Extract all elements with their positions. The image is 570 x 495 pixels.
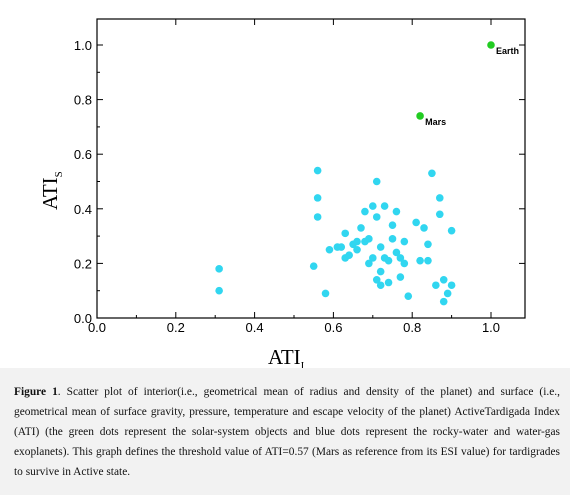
data-point xyxy=(365,235,373,243)
data-point xyxy=(447,226,456,235)
data-point xyxy=(357,224,365,232)
x-axis-label: ATII xyxy=(268,345,304,372)
data-point xyxy=(435,210,444,219)
data-point xyxy=(215,286,223,295)
data-point xyxy=(416,112,424,120)
data-point xyxy=(369,254,377,262)
figure-caption: Figure 1. Scatter plot of interior(i.e.,… xyxy=(0,368,570,495)
caption-label: Figure 1 xyxy=(14,386,58,398)
data-point xyxy=(313,194,322,202)
data-point xyxy=(345,251,353,260)
x-tick-label: 0.6 xyxy=(324,320,342,335)
y-tick-label: 0.4 xyxy=(74,202,92,217)
data-point xyxy=(372,177,381,186)
data-point xyxy=(396,254,405,262)
data-point xyxy=(313,213,322,221)
x-axis-label-sub: I xyxy=(300,360,305,373)
caption-text: . Scatter plot of interior(i.e., geometr… xyxy=(14,386,560,478)
point-label: Mars xyxy=(425,117,446,127)
data-point xyxy=(321,289,330,298)
data-point xyxy=(376,243,385,251)
data-point xyxy=(372,213,381,221)
data-point xyxy=(309,262,318,270)
data-point xyxy=(439,275,448,284)
x-tick-label: 0.4 xyxy=(246,320,264,335)
x-tick-label: 0.8 xyxy=(403,320,421,335)
data-point xyxy=(435,194,444,202)
y-axis-label: ATIS xyxy=(38,171,65,210)
data-point xyxy=(325,245,334,254)
data-point xyxy=(369,202,377,210)
data-point xyxy=(416,256,424,265)
data-point xyxy=(380,202,389,210)
data-point xyxy=(428,169,436,178)
x-tick-label: 0.2 xyxy=(167,320,185,335)
x-axis-label-main: ATI xyxy=(268,345,301,369)
data-point xyxy=(384,256,393,265)
data-point xyxy=(353,245,361,254)
y-tick-label: 0.6 xyxy=(74,147,92,162)
data-point xyxy=(388,235,397,243)
x-tick-label: 1.0 xyxy=(482,320,500,335)
data-point xyxy=(337,243,346,251)
data-point xyxy=(353,237,361,246)
data-point xyxy=(424,240,432,249)
plot-frame xyxy=(96,18,526,319)
data-point xyxy=(215,265,223,273)
data-point xyxy=(365,259,373,268)
data-point xyxy=(341,229,350,238)
y-tick-label: 0.2 xyxy=(74,256,92,271)
data-point xyxy=(439,297,448,306)
data-point xyxy=(487,41,495,49)
y-tick-label: 0.8 xyxy=(74,93,92,108)
data-point xyxy=(404,292,413,300)
data-point xyxy=(443,289,452,298)
scatter-figure: 0.0 0.2 0.4 0.6 0.8 1.0 0.0 0.2 0.4 0.6 0.8 1.0 Ear… xyxy=(38,18,526,372)
y-axis-label-main: ATI xyxy=(38,177,62,210)
data-point xyxy=(376,267,385,276)
data-point xyxy=(361,207,369,216)
data-point xyxy=(400,259,409,268)
scatter-chart: 0.0 0.2 0.4 0.6 0.8 1.0 0.0 0.2 0.4 0.6 0.8 1.0 Ear… xyxy=(74,18,526,335)
data-point xyxy=(388,221,397,229)
data-point xyxy=(420,224,428,232)
data-point xyxy=(392,207,401,216)
data-point xyxy=(432,281,440,290)
data-point xyxy=(384,278,393,287)
data-point xyxy=(372,275,381,284)
data-point xyxy=(376,281,385,290)
data-point xyxy=(447,281,456,290)
y-tick-label: 0.0 xyxy=(74,311,92,326)
data-point xyxy=(424,256,432,265)
data-point xyxy=(412,218,420,227)
y-tick-label: 1.0 xyxy=(74,38,92,53)
x-tick-label: 0.0 xyxy=(88,320,106,335)
data-point xyxy=(400,237,409,246)
data-point xyxy=(313,166,322,175)
data-point xyxy=(392,248,401,257)
point-label: Earth xyxy=(496,46,519,56)
y-axis-label-sub: S xyxy=(53,171,66,178)
data-point xyxy=(396,273,405,281)
